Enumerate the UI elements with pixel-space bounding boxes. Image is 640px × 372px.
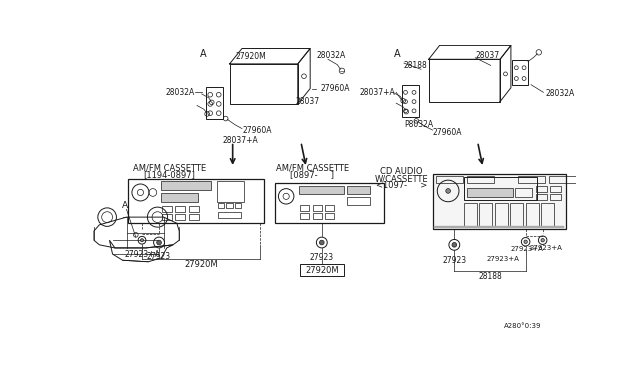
Text: [1194-0897]: [1194-0897] <box>143 170 195 179</box>
Bar <box>325 213 334 219</box>
Bar <box>402 85 419 117</box>
Text: 27923: 27923 <box>310 253 334 262</box>
Bar <box>549 176 576 183</box>
Bar <box>162 206 172 212</box>
Bar <box>162 214 172 220</box>
Bar <box>550 186 561 192</box>
Bar <box>312 213 322 219</box>
Bar <box>433 174 566 230</box>
Circle shape <box>157 240 161 245</box>
Circle shape <box>541 238 545 242</box>
Bar <box>495 203 508 226</box>
Bar <box>525 203 539 226</box>
Bar <box>479 203 492 226</box>
Text: 28188: 28188 <box>478 272 502 281</box>
Text: 27920M: 27920M <box>184 260 218 269</box>
Text: 28037+A: 28037+A <box>223 136 259 145</box>
Text: CD AUDIO: CD AUDIO <box>380 167 423 176</box>
Bar <box>518 176 545 183</box>
Text: 27923+A: 27923+A <box>529 245 562 251</box>
Circle shape <box>140 239 143 242</box>
Bar <box>510 203 524 226</box>
Circle shape <box>446 189 451 193</box>
Bar <box>227 203 233 208</box>
Bar <box>312 205 322 211</box>
Text: <1097-     >: <1097- > <box>376 181 428 190</box>
Text: 27920M: 27920M <box>235 52 266 61</box>
Text: 27923+A: 27923+A <box>486 256 520 262</box>
Text: A280°0:39: A280°0:39 <box>504 324 541 330</box>
Text: 28037: 28037 <box>476 51 499 60</box>
Bar <box>434 225 564 228</box>
Text: AM/FM CASSETTE: AM/FM CASSETTE <box>276 163 349 172</box>
Text: 27923: 27923 <box>147 252 171 261</box>
Bar <box>467 188 513 197</box>
Bar <box>536 194 547 200</box>
Bar <box>541 203 554 226</box>
Bar <box>467 176 494 183</box>
Bar <box>436 176 463 183</box>
Circle shape <box>452 243 457 247</box>
Bar <box>298 186 344 194</box>
Text: 28032A: 28032A <box>545 89 574 99</box>
Text: 28032A: 28032A <box>166 88 195 97</box>
Bar <box>463 177 537 200</box>
Text: 28037+A: 28037+A <box>360 88 396 97</box>
Text: 27960A: 27960A <box>243 126 272 135</box>
Text: 27923: 27923 <box>442 256 467 265</box>
Bar <box>175 206 186 212</box>
Bar <box>300 213 309 219</box>
Text: 27960A: 27960A <box>320 84 349 93</box>
Bar <box>189 214 198 220</box>
Bar <box>300 264 344 276</box>
Bar <box>536 186 547 192</box>
Bar <box>463 203 477 226</box>
Text: 28188: 28188 <box>404 61 428 70</box>
Bar <box>325 205 334 211</box>
Text: 27923+A: 27923+A <box>124 250 160 259</box>
Text: [0897-     ]: [0897- ] <box>291 170 335 179</box>
Bar <box>218 203 224 208</box>
Bar <box>300 205 309 211</box>
Bar <box>275 183 384 223</box>
Text: 27960A: 27960A <box>433 128 462 137</box>
Bar <box>161 193 198 202</box>
Text: AM/FM CASSETTE: AM/FM CASSETTE <box>132 163 205 172</box>
Text: W/CASSETTE: W/CASSETTE <box>375 174 428 183</box>
Circle shape <box>319 240 324 245</box>
Bar <box>235 203 241 208</box>
Text: A: A <box>394 49 401 59</box>
Bar <box>513 60 528 85</box>
Bar <box>550 194 561 200</box>
Text: A: A <box>122 201 128 210</box>
Bar <box>347 186 370 194</box>
Circle shape <box>524 240 527 243</box>
Bar <box>230 64 298 104</box>
Text: 28037: 28037 <box>296 97 319 106</box>
Bar <box>347 197 370 205</box>
Bar <box>189 206 198 212</box>
Bar <box>429 59 500 102</box>
Bar <box>218 212 241 218</box>
Bar <box>128 179 264 223</box>
Text: 28032A: 28032A <box>316 51 346 60</box>
Bar <box>515 188 532 197</box>
Bar <box>206 87 223 119</box>
Bar <box>161 181 211 190</box>
Text: A: A <box>200 49 207 59</box>
Text: 27920M: 27920M <box>305 266 339 275</box>
Bar <box>175 214 186 220</box>
Text: 27923+A: 27923+A <box>511 247 543 253</box>
Text: P8032A: P8032A <box>404 120 433 129</box>
Bar <box>217 181 244 202</box>
